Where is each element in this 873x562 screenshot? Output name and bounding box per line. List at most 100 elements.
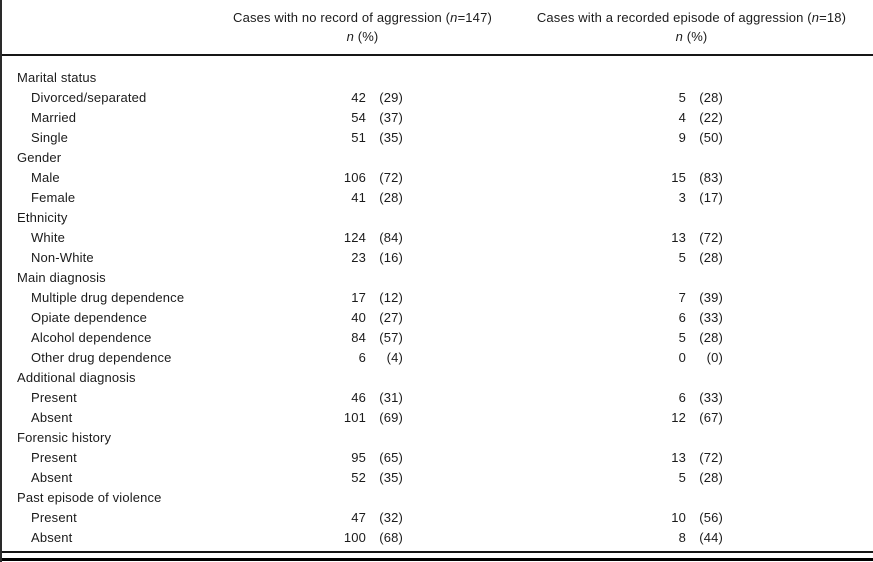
table-row: Married 54 (37) 4 (22) — [2, 108, 873, 128]
no-record-pct: (72) — [379, 170, 403, 185]
no-record-n: 101 — [343, 410, 366, 425]
value-no-record: 40 (27) — [215, 308, 510, 328]
aggression-n: 3 — [678, 190, 686, 205]
no-record-pct: (16) — [379, 250, 403, 265]
group-header-row: Ethnicity — [2, 208, 873, 228]
value-no-record: 54 (37) — [215, 108, 510, 128]
table-body: Marital status Divorced/separated 42 (29)… — [2, 56, 873, 548]
group-header-row: Gender — [2, 148, 873, 168]
header-aggression-column: Cases with a recorded episode of aggress… — [510, 0, 873, 54]
aggression-pct: (33) — [699, 310, 723, 325]
aggression-pct: (22) — [699, 110, 723, 125]
aggression-pct: (33) — [699, 390, 723, 405]
aggression-n: 6 — [678, 390, 686, 405]
aggression-n: 13 — [671, 230, 686, 245]
value-aggression: 10 (56) — [510, 508, 873, 528]
value-no-record: 84 (57) — [215, 328, 510, 348]
no-record-pct: (37) — [379, 110, 403, 125]
group-label: Marital status — [17, 70, 97, 85]
aggression-n: 7 — [678, 290, 686, 305]
aggression-n: 5 — [678, 250, 686, 265]
row-label: Present — [31, 390, 77, 405]
value-aggression: 13 (72) — [510, 228, 873, 248]
no-record-pct: (69) — [379, 410, 403, 425]
no-record-n: 95 — [351, 450, 366, 465]
group-header-row: Additional diagnosis — [2, 368, 873, 388]
value-no-record: 23 (16) — [215, 248, 510, 268]
no-record-n: 40 — [351, 310, 366, 325]
table-row: Present 95 (65) 13 (72) — [2, 448, 873, 468]
table-row: Present 47 (32) 10 (56) — [2, 508, 873, 528]
aggression-n: 13 — [671, 450, 686, 465]
group-label: Past episode of violence — [17, 490, 162, 505]
table-row: Alcohol dependence 84 (57) 5 (28) — [2, 328, 873, 348]
table-row: Absent 101 (69) 12 (67) — [2, 408, 873, 428]
no-record-n: 6 — [358, 350, 366, 365]
group-label: Gender — [17, 150, 62, 165]
row-label: Divorced/separated — [31, 90, 147, 105]
row-label: Multiple drug dependence — [31, 290, 185, 305]
value-no-record: 46 (31) — [215, 388, 510, 408]
row-label: White — [31, 230, 65, 245]
row-label: Non-White — [31, 250, 94, 265]
aggression-pct: (39) — [699, 290, 723, 305]
no-record-n: 100 — [343, 530, 366, 545]
row-label: Other drug dependence — [31, 350, 172, 365]
row-label: Absent — [31, 530, 73, 545]
value-no-record: 101 (69) — [215, 408, 510, 428]
no-record-n: 17 — [351, 290, 366, 305]
value-aggression: 6 (33) — [510, 308, 873, 328]
header-no-record-column: Cases with no record of aggression (n=14… — [215, 0, 510, 54]
aggression-pct: (28) — [699, 470, 723, 485]
aggression-pct: (28) — [699, 250, 723, 265]
table-row: Absent 52 (35) 5 (28) — [2, 468, 873, 488]
aggression-pct: (17) — [699, 190, 723, 205]
value-no-record: 47 (32) — [215, 508, 510, 528]
row-label: Opiate dependence — [31, 310, 148, 325]
value-no-record: 17 (12) — [215, 288, 510, 308]
no-record-n: 41 — [351, 190, 366, 205]
table-header-row: Cases with no record of aggression (n=14… — [2, 0, 873, 56]
row-label: Alcohol dependence — [31, 330, 152, 345]
table-row: Opiate dependence 40 (27) 6 (33) — [2, 308, 873, 328]
aggression-pct: (56) — [699, 510, 723, 525]
value-aggression: 5 (28) — [510, 328, 873, 348]
row-label: Female — [31, 190, 76, 205]
row-label: Present — [31, 450, 77, 465]
aggression-n: 0 — [678, 350, 686, 365]
aggression-pct: (83) — [699, 170, 723, 185]
group-label: Ethnicity — [17, 210, 68, 225]
no-record-pct: (29) — [379, 90, 403, 105]
aggression-n: 5 — [678, 470, 686, 485]
value-aggression: 7 (39) — [510, 288, 873, 308]
value-no-record: 51 (35) — [215, 128, 510, 148]
bottom-rule-thin — [2, 551, 873, 553]
no-record-n: 124 — [343, 230, 366, 245]
row-label: Absent — [31, 410, 73, 425]
aggression-pct: (67) — [699, 410, 723, 425]
row-label: Absent — [31, 470, 73, 485]
table-row: White 124 (84) 13 (72) — [2, 228, 873, 248]
value-aggression: 3 (17) — [510, 188, 873, 208]
value-no-record: 41 (28) — [215, 188, 510, 208]
value-aggression: 8 (44) — [510, 528, 873, 548]
table-row: Male 106 (72) 15 (83) — [2, 168, 873, 188]
table-row: Present 46 (31) 6 (33) — [2, 388, 873, 408]
header-stub-cell — [2, 0, 215, 54]
value-aggression: 0 (0) — [510, 348, 873, 368]
table-row: Female 41 (28) 3 (17) — [2, 188, 873, 208]
value-no-record: 6 (4) — [215, 348, 510, 368]
header-aggression-subtitle: n (%) — [675, 29, 708, 44]
table-row: Multiple drug dependence 17 (12) 7 (39) — [2, 288, 873, 308]
no-record-n: 84 — [351, 330, 366, 345]
aggression-pct: (28) — [699, 90, 723, 105]
bottom-rule-thick — [2, 558, 873, 561]
no-record-n: 106 — [343, 170, 366, 185]
aggression-pct: (50) — [699, 130, 723, 145]
row-label: Male — [31, 170, 60, 185]
aggression-pct: (0) — [706, 350, 723, 365]
value-aggression: 4 (22) — [510, 108, 873, 128]
no-record-pct: (4) — [386, 350, 403, 365]
aggression-n: 8 — [678, 530, 686, 545]
